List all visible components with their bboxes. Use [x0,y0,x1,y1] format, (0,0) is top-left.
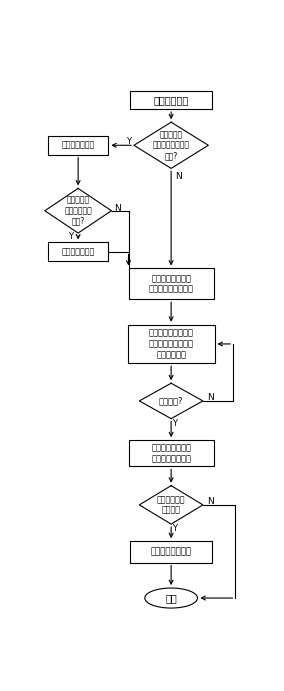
Text: 是否切换至邻
居网络？: 是否切换至邻 居网络？ [157,495,185,515]
FancyBboxPatch shape [130,91,212,109]
Polygon shape [139,486,203,524]
Text: 时隙结束?: 时隙结束? [159,397,183,406]
Text: 切换至目标扫描频
点，启动慢跳频扫描: 切换至目标扫描频 点，启动慢跳频扫描 [149,274,194,294]
FancyBboxPatch shape [48,136,108,155]
Text: 超时时间内
检测到本网络
报文?: 超时时间内 检测到本网络 报文? [64,196,92,226]
Ellipse shape [145,588,197,608]
Text: N: N [207,393,214,402]
Polygon shape [45,189,111,233]
Text: 执行入网相关操作: 执行入网相关操作 [151,547,192,556]
Text: Y: Y [172,419,177,428]
Text: 持续接收报文，如果
是有效信标，则记录
邻居网络信息: 持续接收报文，如果 是有效信标，则记录 邻居网络信息 [149,329,194,359]
Text: 等待本网络报文: 等待本网络报文 [62,141,95,150]
Text: N: N [207,498,214,507]
Text: 超时时间内
检测到本网络信标
帧导?: 超时时间内 检测到本网络信标 帧导? [153,131,190,160]
FancyBboxPatch shape [48,243,108,261]
FancyBboxPatch shape [128,269,214,299]
Text: Y: Y [68,232,73,241]
Text: N: N [114,204,121,213]
Text: 结束: 结束 [165,593,177,603]
FancyBboxPatch shape [130,541,212,562]
Text: Y: Y [126,137,131,146]
Text: 本网络报文接收: 本网络报文接收 [62,247,95,256]
Text: 比较邻居网络与本
网络链路质量信息: 比较邻居网络与本 网络链路质量信息 [151,444,191,463]
Text: N: N [175,171,182,180]
Polygon shape [139,384,203,419]
Polygon shape [134,122,208,169]
Text: 接收时限开始: 接收时限开始 [153,95,189,105]
FancyBboxPatch shape [128,440,214,466]
Text: Y: Y [172,524,177,533]
FancyBboxPatch shape [128,325,214,363]
